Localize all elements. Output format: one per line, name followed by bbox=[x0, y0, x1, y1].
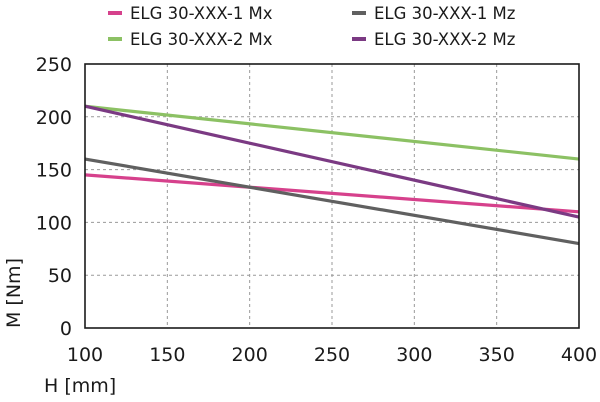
legend-label-3: ELG 30-XXX-1 Mz bbox=[374, 4, 515, 23]
legend-label-4: ELG 30-XXX-2 Mz bbox=[374, 30, 515, 49]
y-axis-label: M [Nm] bbox=[3, 258, 25, 328]
x-tick-label-150: 150 bbox=[149, 344, 185, 366]
series-line-1 bbox=[84, 173, 580, 214]
series-line-4 bbox=[84, 104, 580, 219]
x-tick-label-350: 350 bbox=[479, 344, 515, 366]
y-tick-labels: 0 50 100 150 200 250 bbox=[36, 54, 72, 340]
y-tick-label-250: 250 bbox=[36, 54, 72, 76]
x-tick-label-200: 200 bbox=[232, 344, 268, 366]
x-axis-label: H [mm] bbox=[44, 375, 116, 397]
y-tick-label-100: 100 bbox=[36, 212, 72, 234]
series-line-3 bbox=[84, 157, 580, 246]
legend: ELG 30-XXX-1 Mx ELG 30-XXX-2 Mx ELG 30-XXX… bbox=[108, 4, 515, 49]
y-tick-label-150: 150 bbox=[36, 160, 72, 182]
legend-label-1: ELG 30-XXX-1 Mx bbox=[130, 4, 273, 23]
x-tick-label-100: 100 bbox=[67, 344, 103, 366]
series-line-2 bbox=[84, 104, 580, 161]
y-tick-label-50: 50 bbox=[48, 265, 72, 287]
y-tick-label-0: 0 bbox=[60, 318, 72, 340]
plot-frame bbox=[84, 63, 580, 329]
y-tick-label-200: 200 bbox=[36, 107, 72, 129]
x-tick-label-250: 250 bbox=[314, 344, 350, 366]
series-lines bbox=[84, 104, 580, 246]
x-tick-labels: 100 150 200 250 300 350 400 bbox=[67, 344, 597, 366]
x-tick-label-400: 400 bbox=[561, 344, 597, 366]
grid bbox=[85, 64, 579, 328]
legend-label-2: ELG 30-XXX-2 Mx bbox=[130, 30, 273, 49]
x-tick-label-300: 300 bbox=[396, 344, 432, 366]
